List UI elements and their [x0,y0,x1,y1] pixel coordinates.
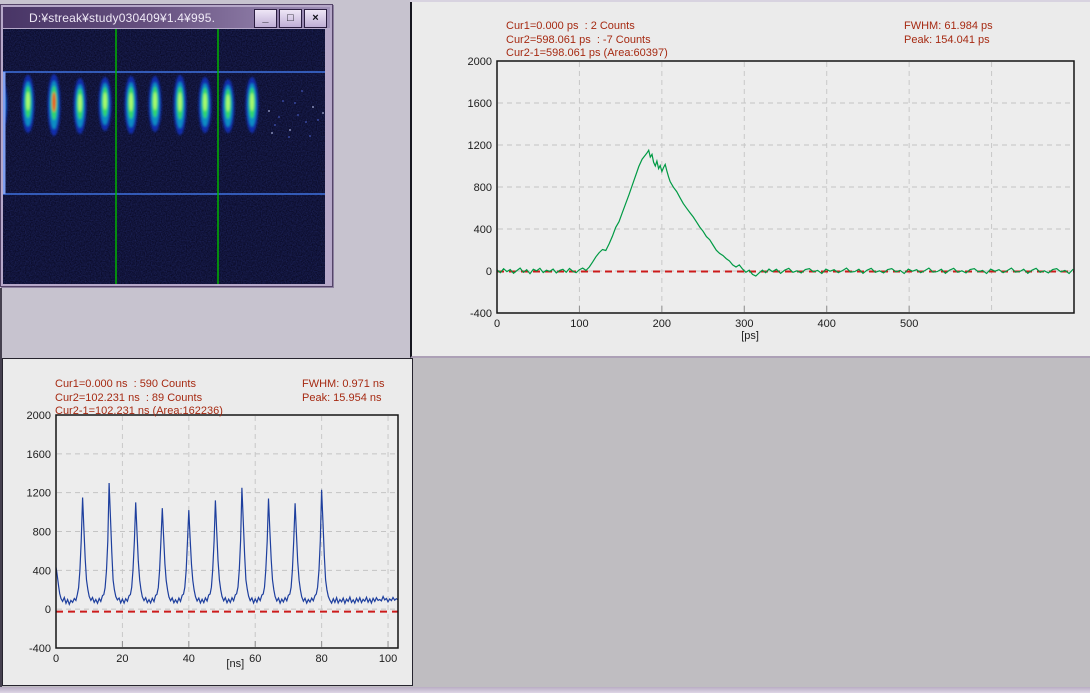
streak-image[interactable] [0,29,325,284]
svg-text:0: 0 [494,318,500,330]
ns-cursor1-readout: Cur1=0.000 ns : 590 Counts [55,378,196,390]
ps-peak-readout: Peak: 154.041 ps [904,34,990,46]
maximize-button[interactable]: □ [279,9,302,28]
svg-text:1600: 1600 [27,449,51,461]
left-edge-line [0,288,2,687]
ns-fwhm-readout: FWHM: 0.971 ns [302,378,385,390]
svg-text:[ns]: [ns] [226,658,244,670]
window-title: D:¥streak¥study030409¥1.4¥995. [29,10,216,25]
window-titlebar[interactable]: D:¥streak¥study030409¥1.4¥995. _ □ × [3,7,330,28]
minimize-button[interactable]: _ [254,9,277,28]
ns-cursor-delta-readout: Cur2-1=102.231 ns (Area:162236) [55,405,223,417]
svg-text:2000: 2000 [27,410,51,422]
svg-text:1200: 1200 [27,488,51,500]
svg-text:80: 80 [316,653,328,665]
ns-cursor2-readout: Cur2=102.231 ns : 89 Counts [55,392,203,404]
profile-panel-ps: 0 100 200 300 400 500 -400 0 400 800 1200 1600 2000[… [410,2,1090,358]
close-button[interactable]: × [304,9,327,28]
ps-cursor1-readout: Cur1=0.000 ps : 2 Counts [506,20,635,32]
svg-text:1200: 1200 [468,140,492,152]
ps-cursor2-readout: Cur2=598.061 ps : -7 Counts [506,34,651,46]
svg-text:100: 100 [570,318,588,330]
svg-text:500: 500 [900,318,918,330]
top-edge-strip [0,0,1090,2]
svg-text:-400: -400 [470,308,492,320]
ps-cursor-delta-readout: Cur2-1=598.061 ps (Area:60397) [506,47,668,59]
bottom-edge-strip [0,687,1090,693]
streak-image-area [0,29,325,284]
svg-text:60: 60 [249,653,261,665]
svg-text:40: 40 [183,653,195,665]
svg-text:20: 20 [116,653,128,665]
svg-text:400: 400 [474,224,492,236]
svg-text:200: 200 [653,318,671,330]
ps-chart[interactable]: 0 100 200 300 400 500-4000400800120016002000[… [412,2,1088,354]
ns-peak-readout: Peak: 15.954 ns [302,392,382,404]
profile-panel-ns: 0 20 40 60 80 100 -400 0 400 800 1200 1600 2000 [ns] … [2,358,413,686]
svg-text:100: 100 [379,653,397,665]
svg-text:[ps]: [ps] [741,330,759,342]
svg-text:0: 0 [53,653,59,665]
ps-fwhm-readout: FWHM: 61.984 ps [904,20,993,32]
svg-text:400: 400 [33,565,51,577]
svg-text:800: 800 [33,527,51,539]
svg-text:800: 800 [474,182,492,194]
svg-text:-400: -400 [29,643,51,655]
svg-text:1600: 1600 [468,98,492,110]
svg-text:300: 300 [735,318,753,330]
svg-text:2000: 2000 [468,56,492,68]
streak-image-window: D:¥streak¥study030409¥1.4¥995. _ □ × [0,4,333,287]
svg-text:400: 400 [818,318,836,330]
svg-text:0: 0 [45,604,51,616]
svg-text:0: 0 [486,266,492,278]
titlebar-buttons: _ □ × [254,9,327,28]
